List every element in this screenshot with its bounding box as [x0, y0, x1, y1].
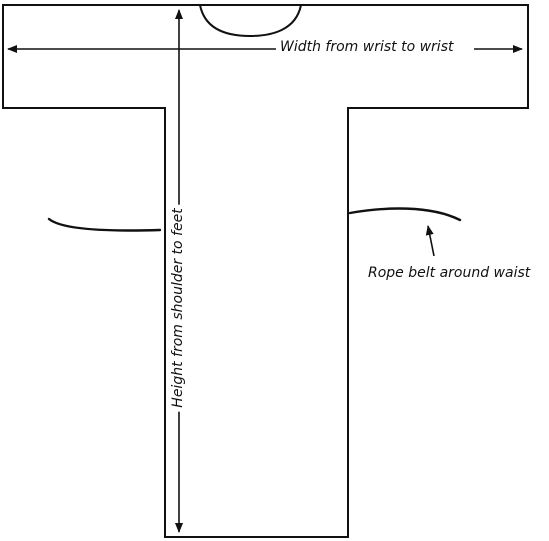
tunic-outline: [2, 4, 529, 538]
rope-belt-label: Rope belt around waist: [368, 265, 531, 281]
rope-belt-left: [47, 217, 162, 232]
rope-belt-pointer: [425, 225, 435, 257]
height-label: Height from shoulder to feet: [170, 204, 186, 412]
neck-opening: [199, 4, 302, 38]
rope-belt-right: [348, 207, 462, 222]
width-label: Width from wrist to wrist: [276, 40, 458, 54]
